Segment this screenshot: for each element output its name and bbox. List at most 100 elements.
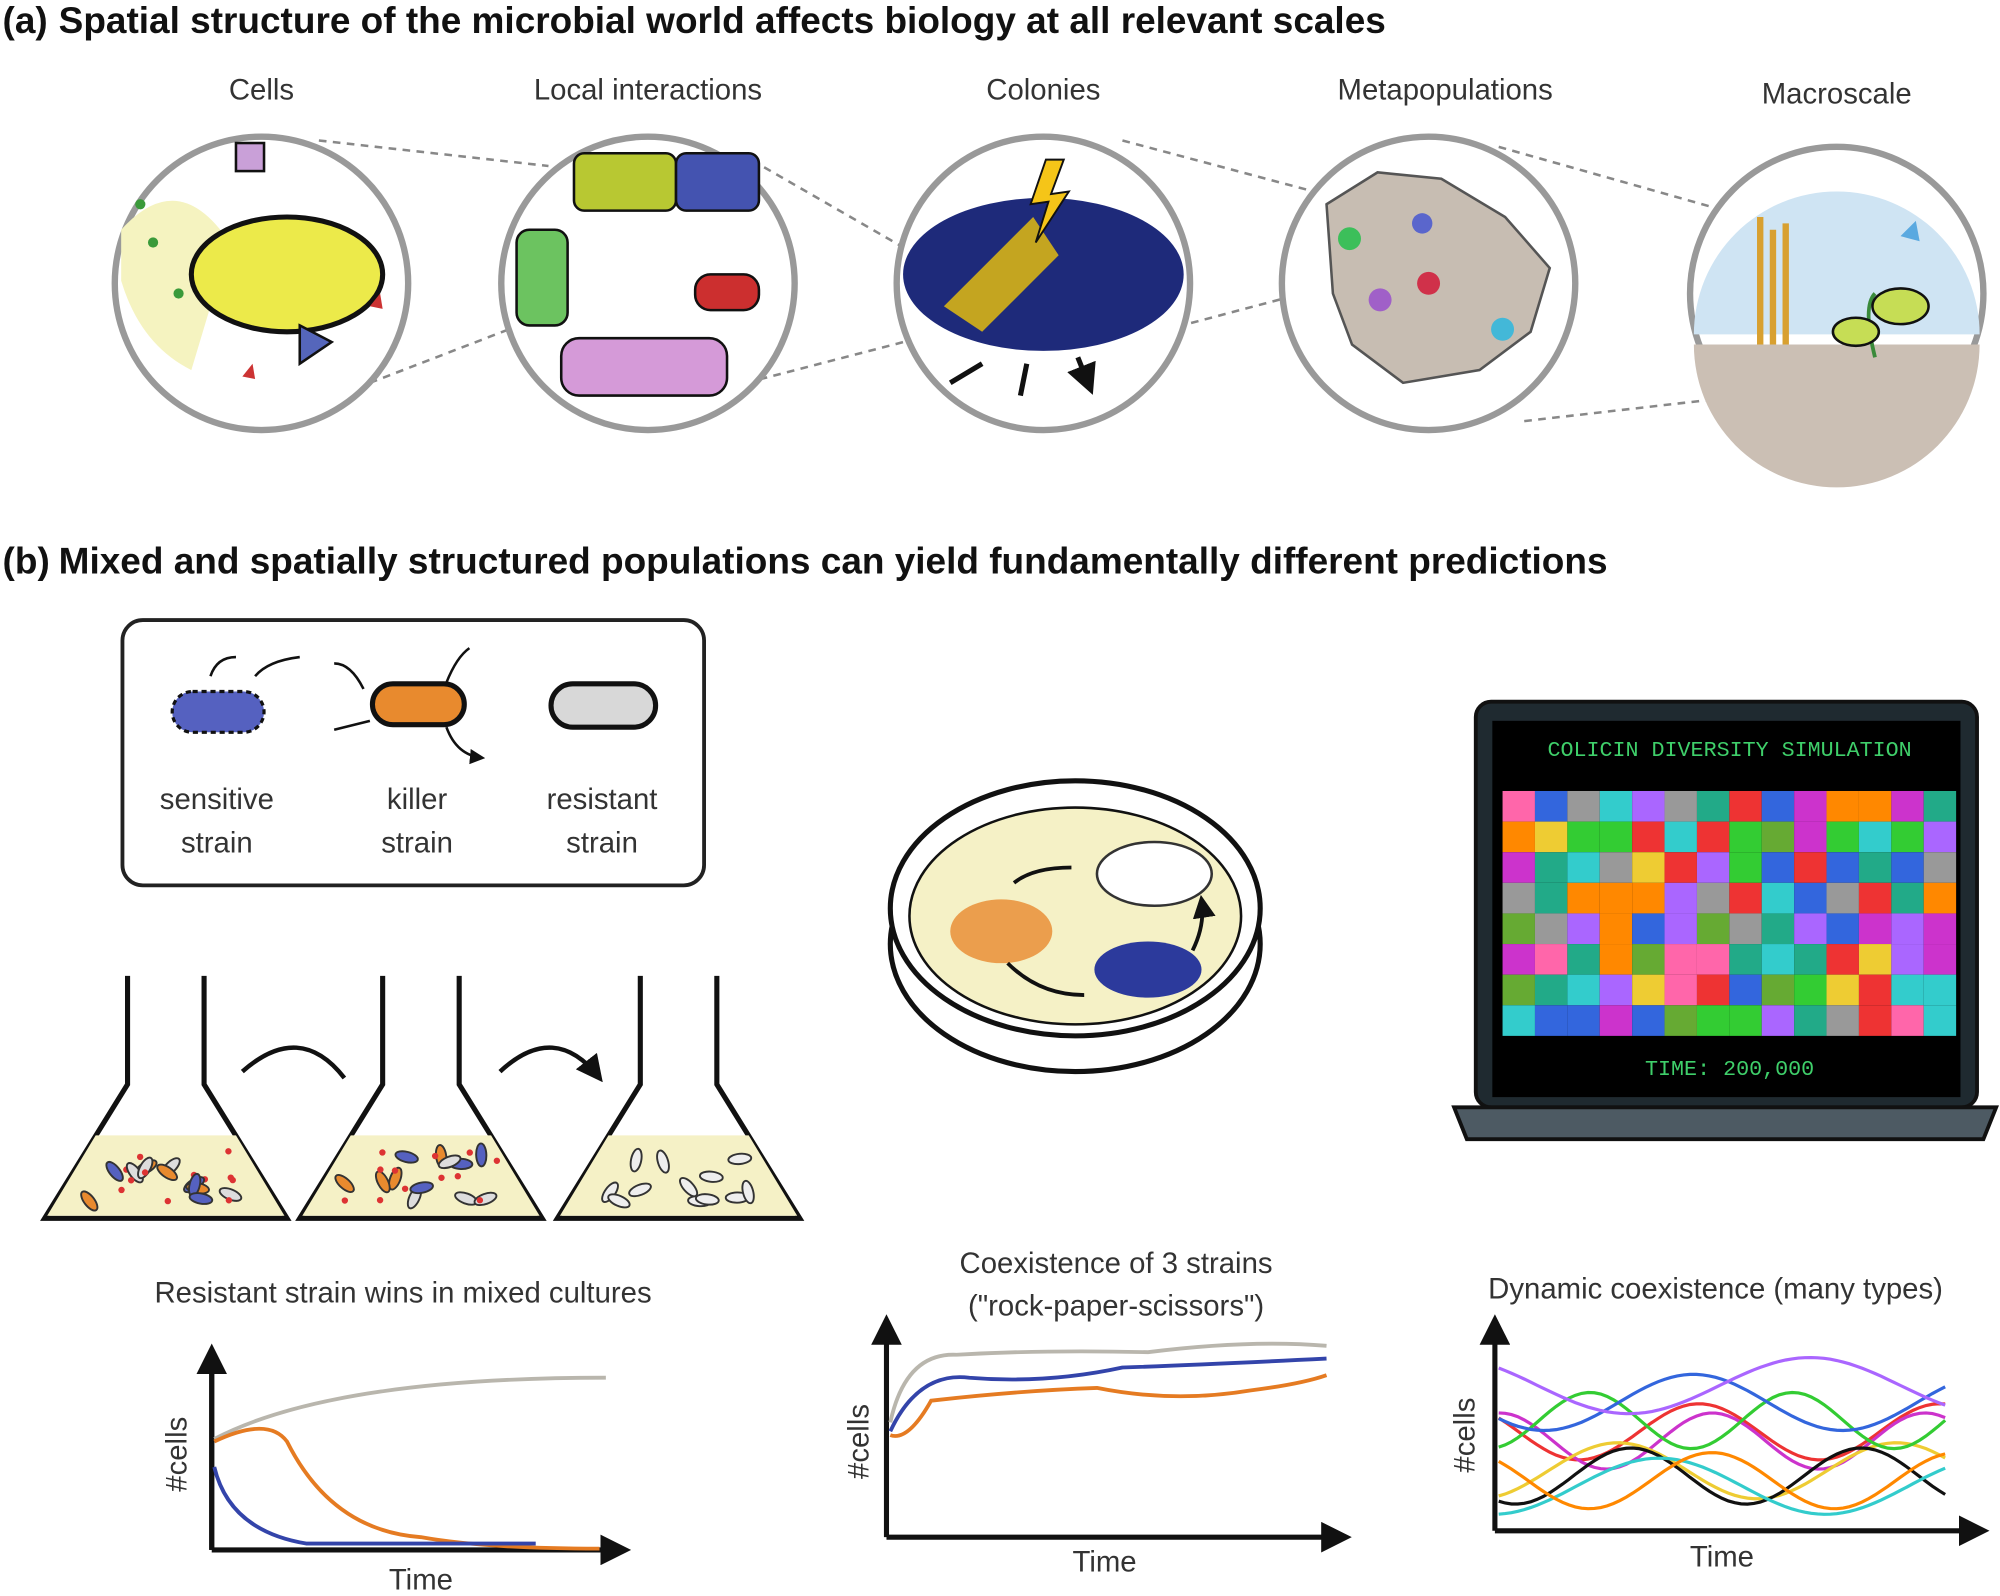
mosaic-cell (1534, 974, 1568, 1006)
x-label: Time (389, 1564, 453, 1596)
plot-2 (871, 1314, 1352, 1553)
mosaic-cell (1923, 1005, 1957, 1036)
cell (334, 1174, 355, 1194)
toxin (466, 1149, 473, 1156)
mosaic-cell (1891, 944, 1924, 975)
toxin (438, 1174, 445, 1181)
plot-title: ("rock-paper-scissors") (968, 1289, 1264, 1322)
mosaic-cell (1891, 852, 1924, 883)
macro-circle (1686, 143, 1987, 488)
mosaic-cell (1826, 821, 1859, 853)
cell (394, 1150, 419, 1164)
mosaic-cell (1826, 790, 1859, 822)
mosaic-cell (1696, 882, 1730, 914)
cell (374, 1170, 391, 1194)
mosaic-cell (1567, 944, 1600, 975)
mosaic-cell (1664, 882, 1697, 914)
mosaic-cell (1696, 821, 1730, 853)
mosaic-cell (1761, 974, 1795, 1006)
screen-title: COLICIN DIVERSITY SIMULATION (1548, 738, 1912, 763)
mosaic-cell (1761, 821, 1795, 853)
legend-text: strain (381, 826, 453, 859)
mosaic-cell (1923, 882, 1957, 914)
mosaic-cell (1729, 790, 1762, 822)
cell (628, 1182, 652, 1198)
mosaic-cell (1664, 790, 1697, 822)
mosaic-cell (1858, 944, 1892, 975)
y-label: #cells (1449, 1398, 1482, 1473)
toxin (379, 1149, 386, 1156)
mosaic-cell (1891, 913, 1924, 945)
mosaic-cell (1664, 974, 1697, 1006)
toxin (118, 1186, 125, 1194)
mosaic-cell (1826, 852, 1859, 883)
mosaic-cell (1664, 913, 1697, 945)
mosaic-cell (1534, 1005, 1568, 1036)
panel-title: Mixed and spatially structured populatio… (59, 541, 1608, 582)
mosaic-cell (1696, 944, 1730, 975)
mosaic-cell (1826, 913, 1859, 945)
mosaic-cell (1664, 852, 1697, 883)
mosaic-cell (1891, 821, 1924, 853)
legend-text: strain (181, 826, 253, 859)
mosaic-cell (1858, 821, 1892, 853)
mosaic-cell (1858, 852, 1892, 883)
toxin (227, 1174, 234, 1181)
mosaic-cell (1923, 913, 1957, 945)
curve (1498, 1456, 1946, 1516)
mosaic-cell (1729, 852, 1762, 883)
mosaic-cell (1599, 852, 1633, 883)
mosaic-cell (1761, 944, 1795, 975)
mosaic-cell (1599, 944, 1633, 975)
mosaic-cell (1534, 944, 1568, 975)
laptop (1451, 699, 1999, 1142)
mosaic-cell (1696, 852, 1730, 883)
mosaic-cell (1826, 944, 1859, 975)
cell (388, 1166, 403, 1191)
mosaic-cell (1794, 944, 1827, 975)
mosaic-cell (1502, 852, 1535, 883)
mosaic-cell (1599, 790, 1633, 822)
mosaic-cell (1632, 974, 1665, 1006)
mosaic-cell (1632, 852, 1665, 883)
mosaic-cell (1502, 882, 1535, 914)
toxin (431, 1152, 439, 1160)
mosaic-cell (1858, 882, 1892, 914)
cell (741, 1179, 755, 1205)
toxin (476, 1197, 484, 1204)
mosaic-cell (1534, 852, 1568, 883)
toxin (376, 1196, 384, 1204)
mosaic-cell (1632, 1005, 1665, 1036)
mosaic-cell (1502, 790, 1535, 822)
mosaic-cell (1826, 882, 1859, 914)
mosaic-cell (1502, 821, 1535, 853)
mosaic-cell (1858, 790, 1892, 822)
mosaic-cell (1826, 1005, 1859, 1036)
curve (1498, 1390, 1947, 1451)
mosaic-cell (1599, 974, 1633, 1006)
mosaic-cell (1599, 882, 1633, 914)
mosaic-cell (1794, 790, 1827, 822)
mosaic-cell (1567, 882, 1600, 914)
mosaic-cell (1599, 1005, 1633, 1036)
mosaic-cell (1567, 852, 1600, 883)
mosaic-cell (1632, 882, 1665, 914)
mosaic-cell (1534, 821, 1568, 853)
mosaic-cell (1632, 944, 1665, 975)
flask-arrows (240, 1045, 599, 1078)
toxin (493, 1157, 501, 1164)
mosaic-cell (1923, 852, 1957, 883)
scale-label: Metapopulations (1338, 74, 1553, 107)
mosaic-cell (1794, 1005, 1827, 1036)
panel-title: Spatial structure of the microbial world… (59, 0, 1386, 41)
mosaic-cell (1502, 944, 1535, 975)
mosaic-cell (1632, 913, 1665, 945)
toxin (454, 1173, 462, 1180)
legend-text: resistant (547, 783, 658, 816)
mosaic-cell (1729, 974, 1762, 1006)
connectors (318, 139, 1748, 423)
mosaic-cell (1632, 821, 1665, 853)
y-label: #cells (843, 1404, 876, 1479)
mosaic-cell (1599, 821, 1633, 853)
